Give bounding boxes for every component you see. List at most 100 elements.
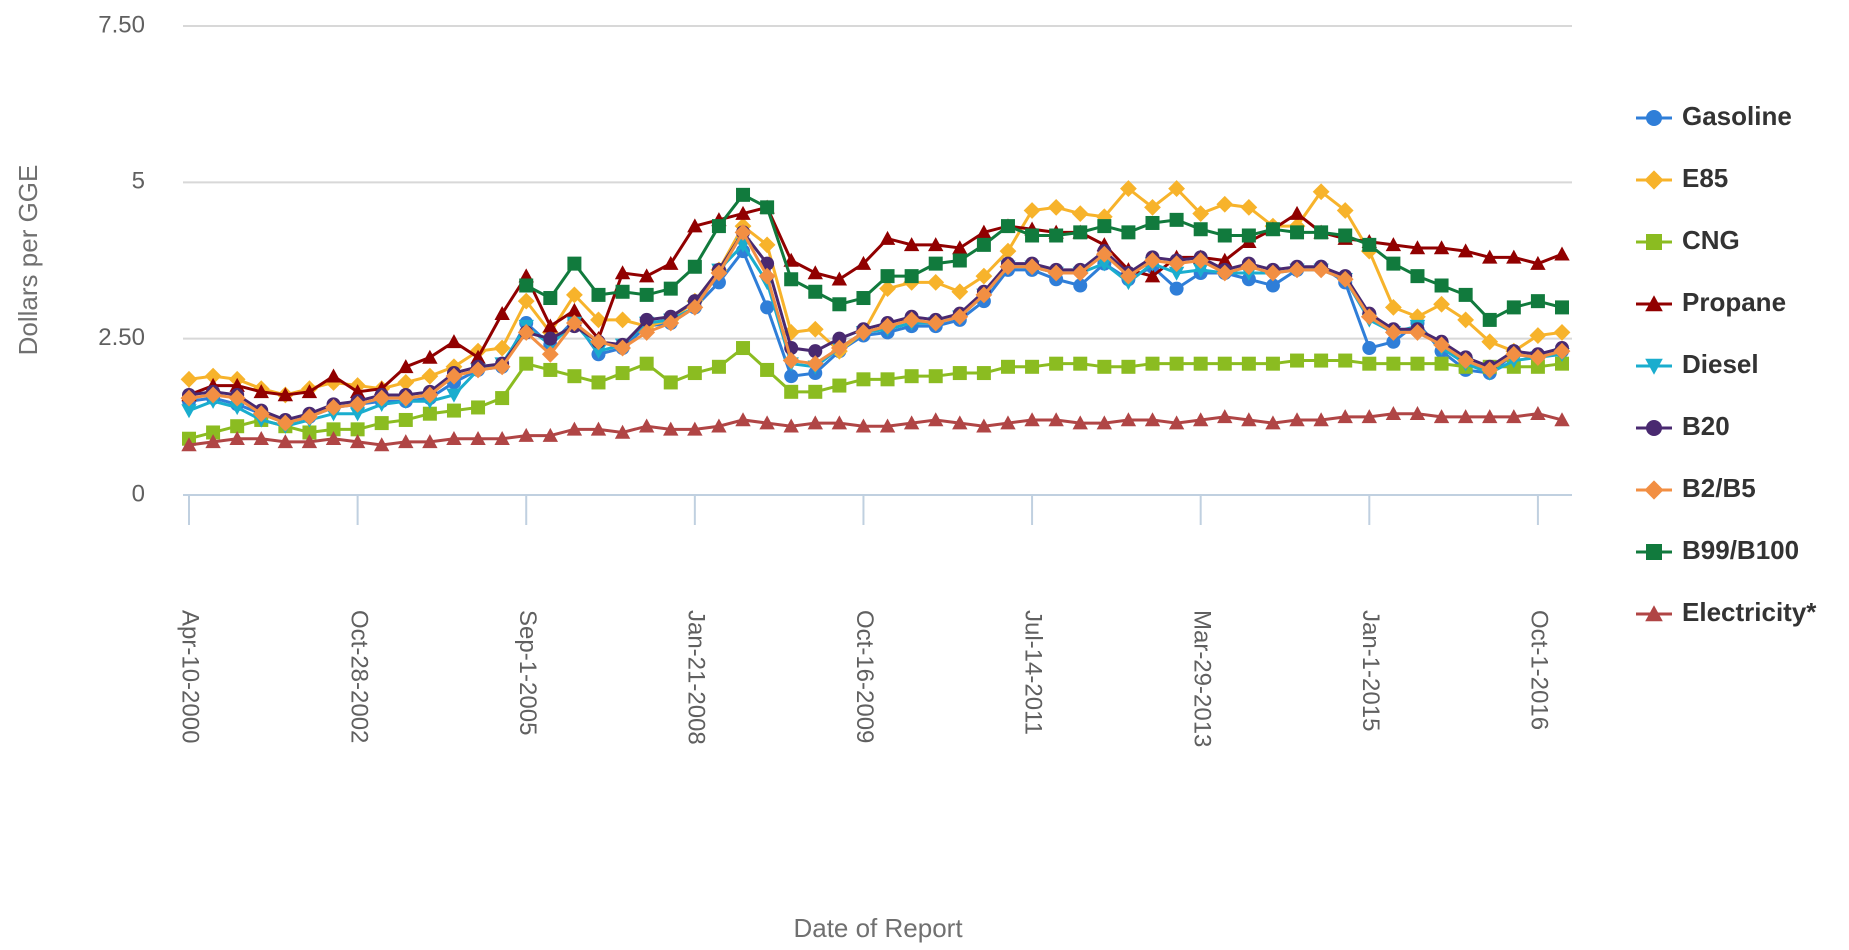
marker <box>301 434 318 449</box>
marker <box>301 408 318 426</box>
marker <box>855 418 872 433</box>
marker <box>1023 258 1041 276</box>
marker <box>1071 264 1089 282</box>
marker <box>831 415 848 430</box>
marker <box>782 352 800 369</box>
marker <box>1216 195 1234 213</box>
series-line <box>525 192 1563 322</box>
marker <box>374 437 390 452</box>
marker <box>1434 278 1449 293</box>
marker <box>1362 237 1377 252</box>
legend-label: B99/B100 <box>1682 535 1799 565</box>
marker <box>1000 359 1015 374</box>
marker <box>999 242 1017 260</box>
marker <box>855 255 872 270</box>
marker <box>759 415 775 430</box>
marker <box>638 268 655 283</box>
marker <box>711 359 726 374</box>
marker <box>927 314 945 332</box>
marker <box>663 421 679 436</box>
marker <box>422 406 437 421</box>
marker <box>1433 409 1450 424</box>
marker <box>1240 258 1258 276</box>
marker <box>1457 409 1474 424</box>
marker <box>446 334 462 349</box>
marker <box>493 339 511 357</box>
marker <box>1025 359 1040 374</box>
marker <box>1505 345 1523 363</box>
marker <box>1312 261 1330 279</box>
marker <box>567 256 582 271</box>
marker <box>1529 349 1547 366</box>
marker <box>1336 270 1354 288</box>
marker <box>927 273 945 291</box>
marker <box>1385 406 1402 421</box>
marker <box>831 271 848 286</box>
marker <box>735 205 751 220</box>
marker <box>1529 327 1547 344</box>
marker <box>398 434 414 449</box>
marker <box>180 370 198 388</box>
marker <box>1120 180 1137 197</box>
marker <box>1241 412 1257 427</box>
marker <box>807 265 823 280</box>
marker <box>1168 180 1185 197</box>
marker <box>542 427 559 442</box>
series-line <box>188 205 1563 397</box>
marker <box>1338 228 1353 243</box>
y-tick-label: 0 <box>132 480 145 507</box>
marker <box>566 302 583 317</box>
marker <box>445 367 463 385</box>
marker <box>1265 415 1281 430</box>
marker <box>1290 353 1305 368</box>
marker <box>1410 269 1425 284</box>
marker <box>1554 246 1570 261</box>
marker <box>493 358 511 376</box>
marker <box>808 284 823 299</box>
marker <box>711 418 727 433</box>
marker <box>1192 252 1210 269</box>
marker <box>1361 409 1377 424</box>
marker <box>1313 412 1329 427</box>
marker <box>1073 356 1088 371</box>
marker <box>1553 324 1571 341</box>
legend-label: B2/B5 <box>1682 473 1756 503</box>
marker <box>687 259 702 274</box>
marker <box>543 291 558 306</box>
series <box>519 187 1569 327</box>
marker <box>1095 245 1113 263</box>
marker <box>1362 341 1377 356</box>
marker <box>1217 356 1232 371</box>
marker <box>1024 412 1040 427</box>
series-line <box>188 229 1563 422</box>
marker <box>952 366 967 381</box>
marker <box>1409 324 1426 341</box>
marker <box>1023 202 1041 219</box>
marker <box>1120 267 1137 285</box>
marker <box>1646 110 1662 126</box>
marker <box>1482 409 1498 424</box>
marker <box>1360 308 1378 326</box>
marker <box>952 240 968 255</box>
marker <box>639 356 654 371</box>
y-tick-label: 2.50 <box>98 324 145 351</box>
marker <box>1481 333 1499 351</box>
marker <box>1192 205 1210 222</box>
marker <box>1265 356 1280 371</box>
marker <box>760 200 775 215</box>
marker <box>397 389 415 407</box>
marker <box>1144 268 1161 283</box>
legend-label: CNG <box>1682 225 1740 255</box>
marker <box>301 384 318 399</box>
marker <box>687 421 703 436</box>
marker <box>879 418 896 433</box>
marker <box>976 224 992 239</box>
marker <box>687 366 702 381</box>
marker <box>1265 222 1280 237</box>
marker <box>519 278 534 293</box>
marker <box>1458 287 1473 302</box>
marker <box>880 372 895 387</box>
marker <box>1481 361 1499 379</box>
marker <box>663 375 678 390</box>
